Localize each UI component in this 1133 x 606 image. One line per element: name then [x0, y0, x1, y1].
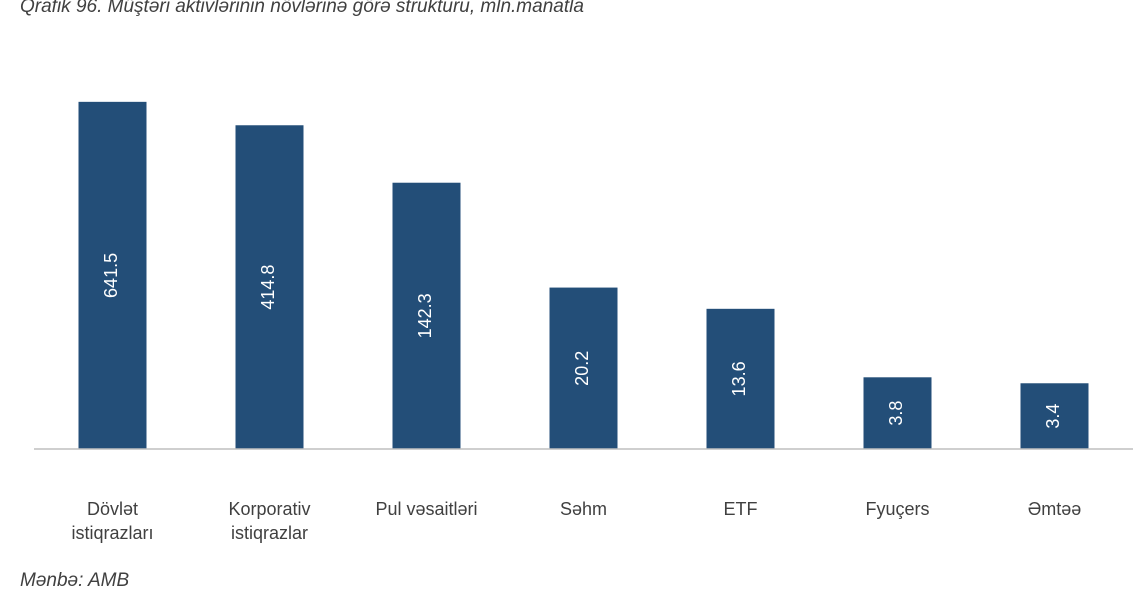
bar [235, 125, 304, 449]
value-label: 414.8 [258, 265, 278, 310]
bar [78, 101, 147, 449]
bar [1020, 383, 1089, 449]
x-tick-label: ETF [723, 499, 758, 519]
value-label: 3.8 [886, 401, 906, 426]
chart-title: Qrafik 96. Müştəri aktivlərinin növlərin… [20, 0, 584, 17]
value-label: 20.2 [572, 351, 592, 386]
x-tick-label: Pul vəsaitləri [375, 499, 478, 519]
value-label: 142.3 [415, 293, 435, 338]
bar [549, 287, 618, 449]
value-label: 3.4 [1043, 404, 1063, 429]
bar [863, 377, 932, 449]
x-tick-label: Korporativ istiqrazlar [228, 499, 311, 543]
x-tick-label: Əmtəə [1027, 499, 1082, 519]
source-note: Mənbə: AMB [20, 570, 130, 591]
value-label: 641.5 [101, 253, 121, 298]
x-tick-label: Fyuçers [865, 499, 930, 519]
x-tick-label: Səhm [559, 499, 608, 519]
bar [706, 308, 775, 449]
value-label: 13.6 [729, 361, 749, 396]
x-tick-label: Dövlət istiqrazları [71, 499, 154, 543]
bar [392, 182, 461, 449]
